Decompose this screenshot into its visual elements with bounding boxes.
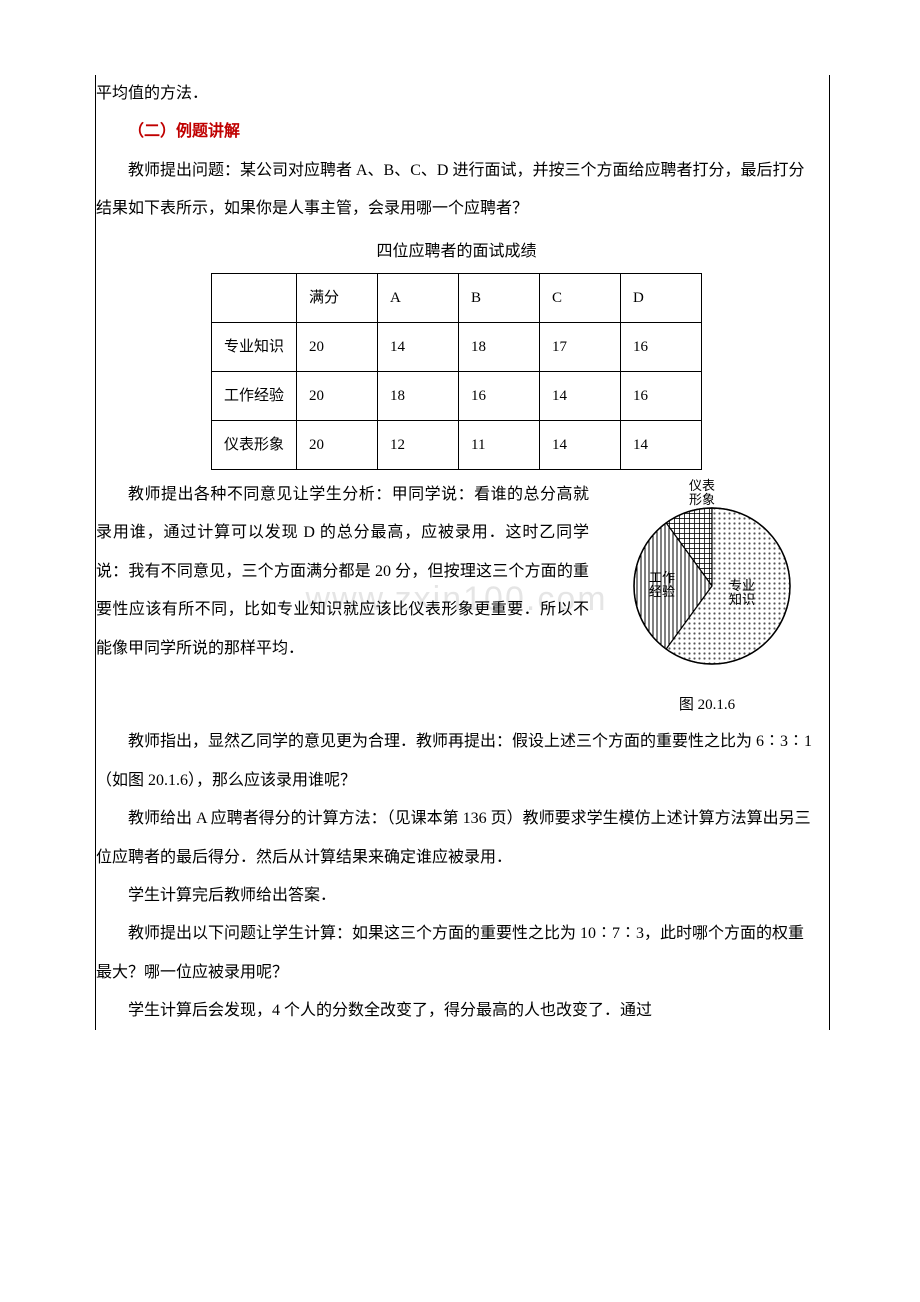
problem-intro: 教师提出问题：某公司对应聘者 A、B、C、D 进行面试，并按三个方面给应聘者打分…: [96, 152, 817, 229]
pie-chart-icon: 仪表 形象 工作 经验 专业 知识: [607, 476, 807, 666]
table-cell: 仪表形象: [211, 420, 296, 469]
pie-label-appearance-2: 形象: [689, 492, 715, 507]
para-final: 学生计算后会发现，4 个人的分数全改变了，得分最高的人也改变了．通过: [96, 992, 817, 1030]
table-row: 专业知识 20 14 18 17 16: [211, 322, 701, 371]
pie-label-work-1: 工作: [649, 570, 675, 585]
table-row: 工作经验 20 18 16 14 16: [211, 371, 701, 420]
table-cell: 11: [459, 420, 540, 469]
table-cell: 18: [378, 371, 459, 420]
table-row: 满分 A B C D: [211, 273, 701, 322]
document-frame: 平均值的方法． （二）例题讲解 教师提出问题：某公司对应聘者 A、B、C、D 进…: [95, 75, 830, 1030]
table-cell: 20: [297, 322, 378, 371]
table-header-cell: [211, 273, 296, 322]
page: 平均值的方法． （二）例题讲解 教师提出问题：某公司对应聘者 A、B、C、D 进…: [0, 0, 920, 1105]
table-header-cell: B: [459, 273, 540, 322]
table-cell: 17: [540, 322, 621, 371]
para-after-figure: 教师指出，显然乙同学的意见更为合理．教师再提出：假设上述三个方面的重要性之比为 …: [96, 723, 817, 800]
table-cell: 20: [297, 371, 378, 420]
figure-column: 仪表 形象 工作 经验 专业 知识 图 20.1.6: [589, 476, 817, 723]
pie-label-appearance-1: 仪表: [689, 478, 715, 493]
opinion-text-column: 教师提出各种不同意见让学生分析：甲同学说：看谁的总分高就录用谁，通过计算可以发现…: [96, 476, 589, 668]
score-table: 满分 A B C D 专业知识 20 14 18 17 16 工作经验 20: [211, 273, 702, 470]
pie-label-work-2: 经验: [649, 584, 675, 599]
table-cell: 16: [621, 371, 702, 420]
table-header-cell: A: [378, 273, 459, 322]
para-answer: 学生计算完后教师给出答案．: [96, 877, 817, 915]
section-heading: （二）例题讲解: [96, 113, 817, 151]
table-cell: 16: [459, 371, 540, 420]
table-caption: 四位应聘者的面试成绩: [96, 233, 817, 271]
content-column: 平均值的方法． （二）例题讲解 教师提出问题：某公司对应聘者 A、B、C、D 进…: [96, 75, 830, 1030]
pie-label-prof-2: 知识: [729, 592, 755, 607]
table-row: 仪表形象 20 12 11 14 14: [211, 420, 701, 469]
table-header-cell: D: [621, 273, 702, 322]
table-cell: 18: [459, 322, 540, 371]
figure-caption: 图 20.1.6: [597, 687, 817, 723]
table-cell: 14: [540, 371, 621, 420]
pie-label-prof-1: 专业: [729, 578, 755, 593]
table-cell: 20: [297, 420, 378, 469]
opinion-paragraph: 教师提出各种不同意见让学生分析：甲同学说：看谁的总分高就录用谁，通过计算可以发现…: [96, 476, 589, 668]
table-cell: 12: [378, 420, 459, 469]
table-cell: 工作经验: [211, 371, 296, 420]
para-method: 教师给出 A 应聘者得分的计算方法：（见课本第 136 页）教师要求学生模仿上述…: [96, 800, 817, 877]
table-header-cell: C: [540, 273, 621, 322]
table-cell: 14: [378, 322, 459, 371]
table-cell: 14: [540, 420, 621, 469]
figure-text-wrap: www.zxin100.com 教师提出各种不同意见让学生分析：甲同学说：看谁的…: [96, 476, 817, 723]
para-question: 教师提出以下问题让学生计算：如果这三个方面的重要性之比为 10∶7∶3，此时哪个…: [96, 915, 817, 992]
table-cell: 14: [621, 420, 702, 469]
table-cell: 16: [621, 322, 702, 371]
table-header-cell: 满分: [297, 273, 378, 322]
table-cell: 专业知识: [211, 322, 296, 371]
intro-line: 平均值的方法．: [96, 75, 817, 113]
